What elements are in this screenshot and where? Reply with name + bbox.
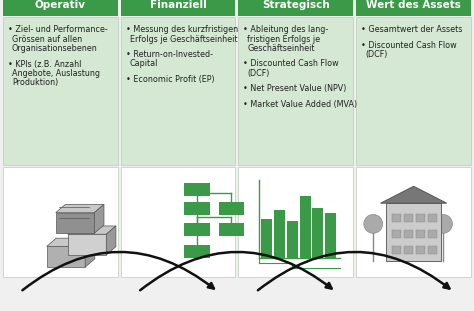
Text: Angebote, Auslastung: Angebote, Auslastung <box>12 69 100 78</box>
Text: • Market Value Added (MVA): • Market Value Added (MVA) <box>244 100 357 109</box>
Polygon shape <box>85 238 95 267</box>
Bar <box>261 219 272 258</box>
Text: Operativ: Operativ <box>35 0 86 10</box>
Bar <box>356 167 471 277</box>
Text: (DCF): (DCF) <box>365 50 388 59</box>
Bar <box>392 214 401 222</box>
Text: • KPIs (z.B. Anzahl: • KPIs (z.B. Anzahl <box>8 59 82 68</box>
Bar <box>404 214 413 222</box>
Bar <box>184 244 210 258</box>
Text: Wert des Assets: Wert des Assets <box>366 0 461 10</box>
Bar <box>184 202 210 216</box>
Bar <box>428 230 438 238</box>
Polygon shape <box>56 204 104 213</box>
Bar <box>392 230 401 238</box>
Bar <box>416 214 425 222</box>
Bar <box>428 214 438 222</box>
Bar <box>404 246 413 254</box>
Text: Geschäftseinheit: Geschäftseinheit <box>247 44 315 53</box>
Bar <box>121 0 236 16</box>
Bar <box>68 234 106 255</box>
Bar <box>219 202 245 216</box>
Text: • Ableitung des lang-: • Ableitung des lang- <box>244 25 329 34</box>
Bar <box>312 208 323 258</box>
Circle shape <box>364 215 383 233</box>
Polygon shape <box>68 226 116 234</box>
Bar <box>184 223 210 236</box>
Circle shape <box>434 215 452 233</box>
Polygon shape <box>46 238 95 246</box>
Bar <box>238 0 353 16</box>
Bar <box>416 230 425 238</box>
Text: Organisationsebenen: Organisationsebenen <box>12 44 98 53</box>
Bar <box>121 167 236 277</box>
Bar <box>219 223 245 236</box>
Bar <box>356 17 471 165</box>
Bar <box>300 196 310 258</box>
Bar <box>238 167 353 277</box>
Polygon shape <box>106 226 116 255</box>
Text: • Ziel- und Performance-: • Ziel- und Performance- <box>8 25 108 34</box>
Text: • Net Present Value (NPV): • Net Present Value (NPV) <box>244 85 347 94</box>
Text: Strategisch: Strategisch <box>262 0 330 10</box>
Bar <box>274 210 285 258</box>
Text: Grössen auf allen: Grössen auf allen <box>12 35 82 44</box>
Bar <box>356 0 471 16</box>
Bar <box>46 246 85 267</box>
Text: • Gesamtwert der Assets: • Gesamtwert der Assets <box>361 25 463 34</box>
Bar <box>184 183 210 196</box>
Bar <box>287 221 298 258</box>
Bar <box>325 213 336 258</box>
Bar <box>121 17 236 165</box>
Text: fristigen Erfolgs je: fristigen Erfolgs je <box>247 35 320 44</box>
Bar <box>416 246 425 254</box>
FancyArrowPatch shape <box>140 252 332 290</box>
Bar <box>404 230 413 238</box>
Bar <box>3 17 118 165</box>
Bar <box>3 0 118 16</box>
Bar <box>3 167 118 277</box>
Text: • Discounted Cash Flow: • Discounted Cash Flow <box>244 59 339 68</box>
Text: • Return-on-Invested-: • Return-on-Invested- <box>126 50 213 59</box>
Bar <box>428 246 438 254</box>
Text: • Messung des kurzfristigen: • Messung des kurzfristigen <box>126 25 238 34</box>
Text: Produktion): Produktion) <box>12 78 58 87</box>
Text: Capital: Capital <box>130 59 158 68</box>
Text: (DCF): (DCF) <box>247 69 270 78</box>
Polygon shape <box>381 186 447 203</box>
Bar <box>56 213 94 233</box>
Bar <box>238 17 353 165</box>
Bar <box>392 246 401 254</box>
Text: Finanziell: Finanziell <box>150 0 207 10</box>
Text: • Economic Profit (EP): • Economic Profit (EP) <box>126 75 214 84</box>
Text: Erfolgs je Geschäftseinheit: Erfolgs je Geschäftseinheit <box>130 35 237 44</box>
FancyArrowPatch shape <box>258 252 449 290</box>
Bar <box>386 203 441 262</box>
FancyArrowPatch shape <box>22 252 214 290</box>
Polygon shape <box>94 204 104 233</box>
Text: • Discounted Cash Flow: • Discounted Cash Flow <box>361 40 457 49</box>
